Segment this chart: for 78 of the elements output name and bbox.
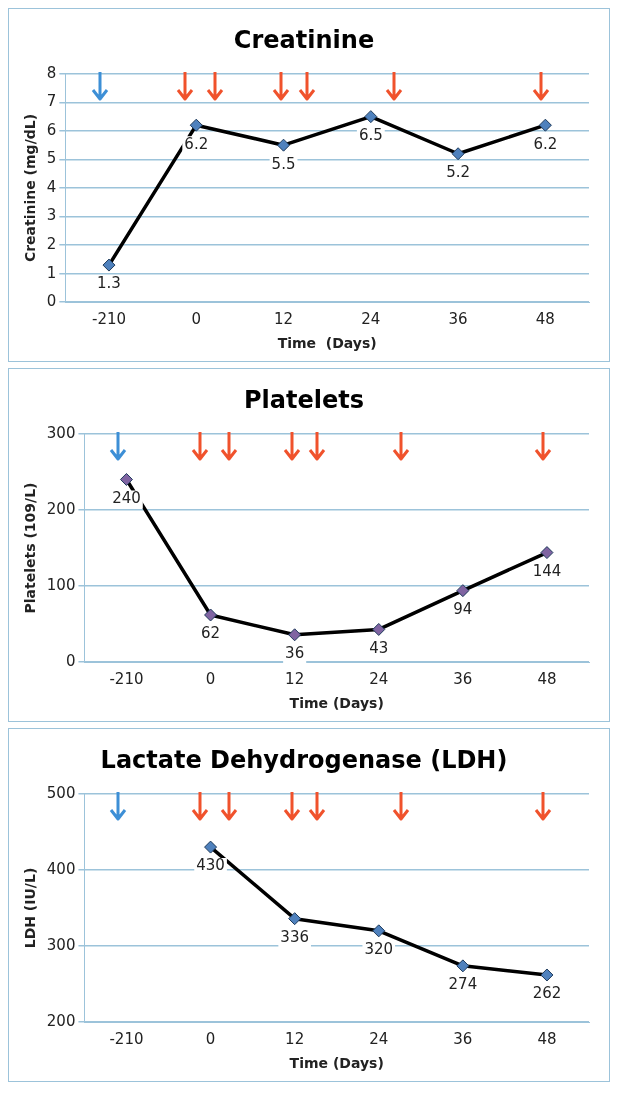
point bbox=[102, 258, 116, 272]
point bbox=[277, 138, 291, 152]
x-tick-label: 0 bbox=[191, 310, 202, 329]
y-axis-title: Creatinine (mg/dL) bbox=[22, 113, 39, 263]
point bbox=[288, 628, 302, 642]
x-axis-title: Time (Days) bbox=[277, 335, 377, 352]
data-label: 6.2 bbox=[184, 134, 209, 153]
chart-title: Platelets bbox=[243, 385, 365, 414]
x-axis-title: Time (Days) bbox=[289, 695, 384, 712]
x-tick-label: -210 bbox=[109, 1030, 144, 1049]
y-tick-label: 200 bbox=[46, 1012, 76, 1031]
data-label: 1.3 bbox=[97, 274, 121, 293]
y-tick-label: 400 bbox=[46, 859, 76, 878]
point bbox=[204, 608, 218, 622]
y-tick-label: 300 bbox=[46, 423, 76, 442]
point bbox=[204, 840, 218, 854]
y-tick-label: 0 bbox=[46, 292, 57, 311]
data-label: 6.2 bbox=[533, 134, 558, 153]
x-axis-title: Time (Days) bbox=[289, 1055, 384, 1072]
y-axis-title: LDH (IU/L) bbox=[22, 867, 39, 949]
y-tick-label: 3 bbox=[46, 206, 57, 225]
data-label: 274 bbox=[448, 975, 478, 994]
data-label: 94 bbox=[453, 600, 473, 619]
y-tick-label: 2 bbox=[46, 234, 57, 253]
point bbox=[456, 584, 470, 598]
point bbox=[372, 622, 386, 636]
x-tick-label: 48 bbox=[537, 1030, 557, 1049]
data-label: 144 bbox=[532, 561, 562, 580]
data-label: 62 bbox=[201, 624, 221, 643]
data-label: 6.5 bbox=[358, 126, 383, 145]
y-tick-label: 500 bbox=[46, 783, 76, 802]
point bbox=[119, 472, 133, 486]
chart-title: Creatinine bbox=[233, 25, 375, 54]
data-label: 5.2 bbox=[446, 163, 471, 182]
y-tick-label: 8 bbox=[46, 63, 57, 82]
data-label: 430 bbox=[196, 856, 225, 875]
x-tick-label: 36 bbox=[453, 670, 473, 689]
x-tick-label: 0 bbox=[205, 1030, 216, 1049]
point bbox=[456, 959, 470, 973]
x-tick-label: 36 bbox=[453, 1030, 473, 1049]
y-axis-title: Platelets (109/L) bbox=[22, 482, 39, 614]
data-label: 320 bbox=[364, 940, 394, 959]
point bbox=[189, 118, 203, 132]
x-tick-label: 24 bbox=[369, 1030, 389, 1049]
data-label: 336 bbox=[280, 928, 309, 947]
y-tick-label: 200 bbox=[46, 499, 76, 518]
chart-title: Lactate Dehydrogenase (LDH) bbox=[100, 745, 508, 774]
x-tick-label: 12 bbox=[273, 310, 294, 329]
y-tick-label: 100 bbox=[46, 575, 76, 594]
x-tick-label: 12 bbox=[285, 1030, 305, 1049]
point bbox=[538, 118, 552, 132]
data-label: 43 bbox=[369, 638, 389, 657]
x-tick-label: 48 bbox=[535, 310, 555, 329]
x-tick-label: 24 bbox=[361, 310, 381, 329]
data-label: 240 bbox=[112, 488, 141, 507]
y-tick-label: 7 bbox=[46, 92, 57, 111]
x-tick-label: 48 bbox=[537, 670, 557, 689]
point bbox=[288, 912, 302, 926]
y-tick-label: 6 bbox=[46, 120, 57, 139]
x-tick-label: 12 bbox=[285, 670, 305, 689]
data-label: 5.5 bbox=[271, 154, 296, 173]
point bbox=[451, 147, 465, 161]
data-label: 262 bbox=[532, 984, 562, 1003]
point bbox=[540, 968, 554, 982]
y-tick-label: 0 bbox=[65, 652, 76, 671]
x-tick-label: -210 bbox=[91, 310, 126, 329]
point bbox=[364, 110, 378, 124]
data-label: 36 bbox=[285, 644, 305, 663]
point bbox=[372, 924, 386, 938]
y-tick-label: 1 bbox=[46, 263, 57, 282]
x-tick-label: 24 bbox=[369, 670, 389, 689]
x-tick-label: 0 bbox=[205, 670, 216, 689]
point bbox=[540, 546, 554, 560]
y-tick-label: 4 bbox=[46, 177, 57, 196]
y-tick-label: 5 bbox=[46, 149, 57, 168]
x-tick-label: -210 bbox=[109, 670, 144, 689]
y-tick-label: 300 bbox=[46, 935, 76, 954]
x-tick-label: 36 bbox=[448, 310, 468, 329]
